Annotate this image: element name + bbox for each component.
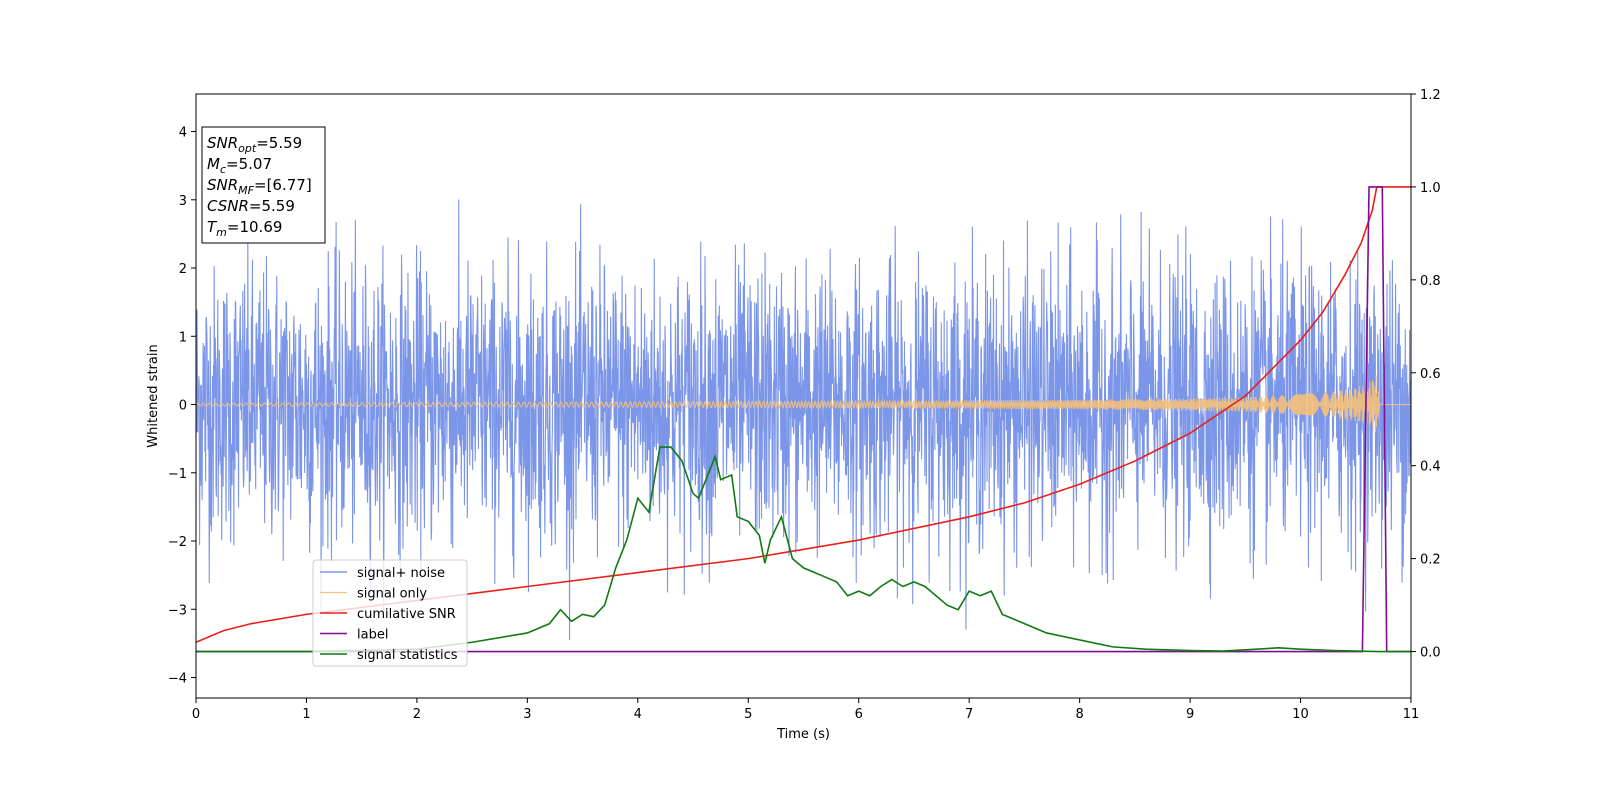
- x-tick-label: 9: [1186, 707, 1194, 722]
- x-tick-label: 1: [302, 707, 310, 722]
- x-axis-label: Time (s): [776, 727, 830, 742]
- x-tick-label: 3: [523, 707, 531, 722]
- info-line-subscript: c: [220, 163, 226, 176]
- info-line: CSNR=5.59: [207, 197, 295, 215]
- x-tick-label: 10: [1292, 707, 1309, 722]
- y-left-tick-label: 4: [179, 126, 187, 141]
- y-left-tick-label: −4: [168, 672, 187, 687]
- legend-label: cumilative SNR: [357, 607, 456, 622]
- info-line-value: =[6.77]: [254, 176, 312, 194]
- info-line-value: =5.59: [256, 134, 302, 152]
- info-line-subscript: opt: [238, 142, 257, 155]
- y-left-tick-label: 3: [179, 194, 187, 209]
- y-left-tick-label: 0: [179, 399, 187, 414]
- x-tick-label: 0: [192, 707, 200, 722]
- series-line-signal-only: [196, 375, 1411, 433]
- y-right-tick-label: 0.2: [1420, 553, 1441, 568]
- y-left-tick-label: 2: [179, 262, 187, 277]
- y-left-tick-label: 1: [179, 330, 187, 345]
- y-axis-label: Whitened strain: [146, 344, 161, 447]
- legend-frame: [312, 559, 468, 667]
- y-right-tick-label: 0.6: [1420, 367, 1441, 382]
- info-line-value: =5.07: [226, 155, 272, 173]
- info-box-frame: [201, 126, 326, 244]
- y-right-tick-label: 0.0: [1420, 646, 1441, 661]
- y-left-tick-label: −3: [168, 603, 187, 618]
- y-right-tick-label: 1.2: [1420, 88, 1441, 103]
- y-axis-right: 0.0 0.2 0.4 0.6 0.8 1.0 1.2: [1411, 88, 1441, 661]
- y-right-tick-label: 0.8: [1420, 274, 1441, 289]
- info-line-base: M: [207, 155, 220, 173]
- y-axis-left: −4 −3 −2 −1 0 1 2 3 4: [168, 126, 196, 687]
- x-tick-label: 5: [744, 707, 752, 722]
- info-line-value: =5.59: [249, 197, 295, 215]
- info-line-base: CSNR: [207, 197, 249, 215]
- x-tick-label: 7: [965, 707, 973, 722]
- info-line: Tm=10.69: [207, 218, 282, 239]
- y-left-tick-label: −2: [168, 535, 187, 550]
- info-line: Mc=5.07: [207, 155, 272, 176]
- info-line-value: =10.69: [227, 218, 283, 236]
- info-box: SNRopt=5.59Mc=5.07SNRMF=[6.77]CSNR=5.59T…: [201, 126, 326, 244]
- legend-label: signal only: [357, 587, 427, 602]
- info-line-base: SNR: [207, 176, 238, 194]
- series-line-signal-noise: [196, 199, 1411, 641]
- plot-frame: [195, 93, 1412, 699]
- x-tick-label: 11: [1403, 707, 1420, 722]
- legend: signal+ noise signal only cumilative SNR la…: [312, 559, 468, 667]
- legend-label: signal+ noise: [357, 566, 445, 581]
- x-tick-label: 8: [1075, 707, 1083, 722]
- x-axis: 0 1 2 3 4 5 6 7 8 9 10 11: [192, 698, 1419, 722]
- info-line-base: SNR: [207, 134, 238, 152]
- x-tick-label: 2: [413, 707, 421, 722]
- series-line-signal-statistics: [196, 446, 1411, 653]
- info-line-subscript: m: [216, 226, 227, 239]
- info-line: SNRMF=[6.77]: [207, 176, 312, 197]
- y-right-tick-label: 0.4: [1420, 460, 1441, 475]
- x-tick-label: 6: [855, 707, 863, 722]
- x-tick-label: 4: [634, 707, 642, 722]
- info-line-subscript: MF: [238, 184, 254, 197]
- legend-label: signal statistics: [357, 648, 458, 663]
- y-left-tick-label: −1: [168, 467, 187, 482]
- info-line: SNRopt=5.59: [207, 134, 302, 155]
- info-line-base: T: [207, 218, 218, 236]
- legend-label: label: [357, 628, 388, 643]
- y-right-tick-label: 1.0: [1420, 181, 1441, 196]
